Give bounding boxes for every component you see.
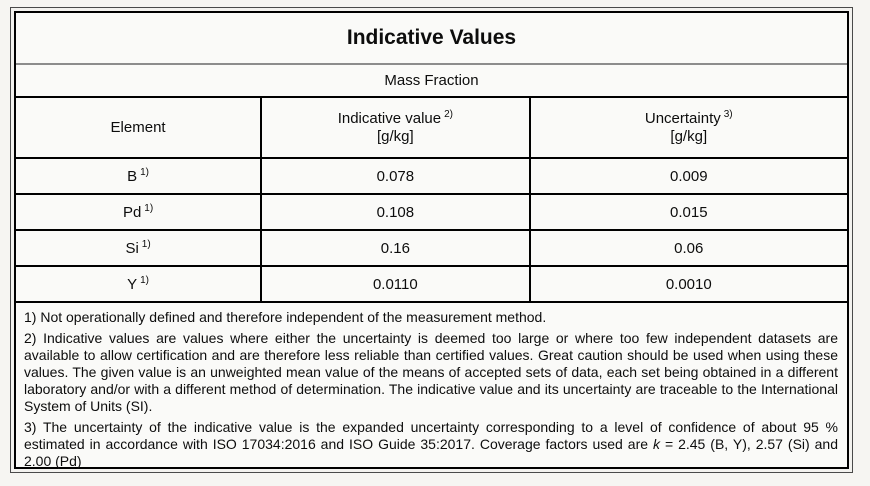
column-header-element-label: Element xyxy=(110,119,166,136)
footnote-ref-3: 3) xyxy=(723,109,733,120)
column-header-uncertainty-unit: [g/kg] xyxy=(670,128,708,145)
indicative-value-cell: 0.0110 xyxy=(260,265,531,303)
uncertainty-cell: 0.0010 xyxy=(528,265,847,303)
footnotes-section: 1) Not operationally defined and therefo… xyxy=(16,302,847,480)
indicative-value-cell: 0.078 xyxy=(260,157,531,195)
table-subtitle: Mass Fraction xyxy=(16,64,847,98)
table-row: B 1) 0.078 0.009 xyxy=(16,157,847,195)
indicative-values-table: Indicative Values Mass Fraction Element … xyxy=(16,13,847,480)
element-cell: Pd 1) xyxy=(16,193,263,231)
uncertainty-cell: 0.009 xyxy=(528,157,847,195)
footnote-ref-1: 1) xyxy=(140,166,150,178)
table-row: Y 1) 0.0110 0.0010 xyxy=(16,265,847,303)
footnote-ref-2: 2) xyxy=(444,109,453,120)
footnote-1: 1) Not operationally defined and therefo… xyxy=(24,309,547,325)
table-row: Pd 1) 0.108 0.015 xyxy=(16,193,847,231)
element-symbol: Pd xyxy=(122,203,142,221)
column-header-value-unit: [g/kg] xyxy=(377,128,414,145)
uncertainty-cell: 0.06 xyxy=(528,229,847,267)
table-row: Si 1) 0.16 0.06 xyxy=(16,229,847,267)
element-cell: B 1) xyxy=(16,157,263,195)
footnote-3-text-before: 3) The uncertainty of the indicative val… xyxy=(24,419,838,452)
subtitle-row: Mass Fraction xyxy=(16,64,847,98)
table-inner-frame: Indicative Values Mass Fraction Element … xyxy=(14,11,849,469)
footnotes-row: 1) Not operationally defined and therefo… xyxy=(16,302,847,480)
coverage-factor-k-symbol: k xyxy=(652,436,660,452)
column-header-indicative-value: Indicative value 2) [g/kg] xyxy=(260,97,531,159)
table-outer-frame: Indicative Values Mass Fraction Element … xyxy=(10,7,853,473)
column-header-element: Element xyxy=(16,97,263,159)
element-symbol: B xyxy=(127,167,138,185)
footnote-ref-1: 1) xyxy=(140,274,150,286)
footnote-2: 2) Indicative values are values where ei… xyxy=(24,330,838,414)
footnote-3: 3) The uncertainty of the indicative val… xyxy=(24,419,838,470)
element-cell: Si 1) xyxy=(16,229,263,267)
column-header-value-label: Indicative value xyxy=(337,110,442,127)
column-header-row: Element Indicative value 2) [g/kg] Uncert… xyxy=(16,97,847,159)
footnote-ref-1: 1) xyxy=(144,202,154,214)
footnote-3-text-after: = 2.45 (B, Y), 2.57 (Si) and 2.00 (Pd) xyxy=(24,436,839,469)
page-title: Indicative Values xyxy=(16,13,847,65)
column-header-uncertainty-label: Uncertainty xyxy=(644,110,721,127)
indicative-value-cell: 0.16 xyxy=(260,229,531,267)
element-cell: Y 1) xyxy=(16,265,263,303)
title-row: Indicative Values xyxy=(16,13,847,65)
column-header-uncertainty: Uncertainty 3) [g/kg] xyxy=(528,97,847,159)
footnote-ref-1: 1) xyxy=(141,238,151,250)
element-symbol: Si xyxy=(125,239,139,257)
uncertainty-cell: 0.015 xyxy=(528,193,847,231)
indicative-value-cell: 0.108 xyxy=(260,193,531,231)
element-symbol: Y xyxy=(127,275,138,293)
